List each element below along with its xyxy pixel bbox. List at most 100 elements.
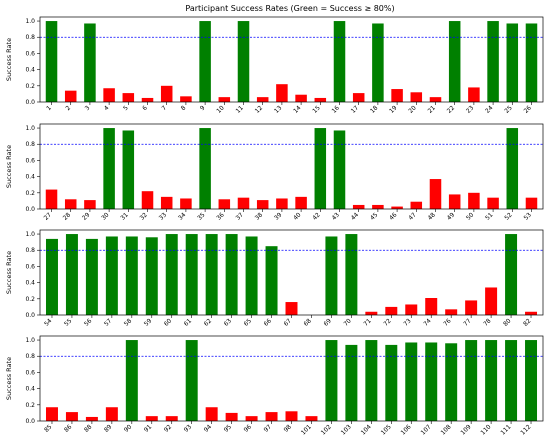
y-axis-label-panel3: Success Rate	[5, 251, 13, 294]
x-tick-label-panel1-25: 25	[503, 104, 513, 114]
bar-panel3-71	[365, 311, 378, 315]
x-tick-label-panel2-49: 49	[446, 211, 456, 221]
x-tick-label-panel3-69: 69	[322, 317, 332, 327]
bar-panel2-36	[218, 199, 231, 209]
y-tick-label-panel1-0.6: 0.6	[25, 50, 35, 57]
x-tick-label-panel2-36: 36	[215, 211, 225, 221]
bar-panel2-28	[64, 199, 77, 209]
x-tick-label-panel1-17: 17	[350, 104, 360, 114]
x-tick-label-panel1-2: 2	[64, 104, 72, 112]
x-tick-label-panel1-16: 16	[331, 104, 341, 114]
bar-panel2-43	[333, 130, 346, 209]
bar-panel3-72	[385, 306, 398, 315]
bar-panel3-82	[525, 311, 538, 315]
bar-panel4-89	[105, 407, 118, 421]
x-tick-label-panel4-89: 89	[103, 423, 113, 433]
bar-panel1-14	[295, 94, 307, 102]
y-tick-label-panel2-0.0: 0.0	[25, 206, 35, 213]
x-tick-label-panel4-108: 108	[440, 423, 453, 436]
y-tick-label-panel1-0.0: 0.0	[25, 99, 35, 106]
y-axis-label-panel1: Success Rate	[5, 38, 13, 81]
bar-panel4-108	[445, 343, 458, 421]
x-tick-label-panel2-42: 42	[311, 211, 321, 221]
bar-panel3-74	[425, 298, 438, 315]
bar-panel1-15	[314, 97, 327, 102]
bar-panel3-56	[85, 238, 98, 315]
y-tick-label-panel2-0.6: 0.6	[25, 157, 35, 164]
bar-panel1-25	[506, 23, 519, 103]
bar-panel2-42	[314, 128, 327, 209]
x-tick-label-panel2-31: 31	[119, 211, 129, 221]
y-axis-label-panel2: Success Rate	[5, 145, 13, 188]
x-tick-label-panel3-60: 60	[163, 317, 173, 327]
y-tick-label-panel4-0.2: 0.2	[25, 402, 35, 409]
axes-frame-panel1	[39, 16, 544, 103]
x-tick-label-panel3-77: 77	[462, 317, 472, 327]
bar-panel1-13	[276, 84, 288, 102]
bar-panel2-29	[84, 200, 96, 209]
x-tick-label-panel2-53: 53	[523, 211, 533, 221]
bar-panel3-60	[165, 234, 178, 315]
bar-panel1-7	[160, 85, 173, 102]
x-tick-label-panel4-105: 105	[380, 423, 393, 436]
bar-panel4-102	[325, 340, 338, 421]
bar-panel2-46	[391, 206, 403, 209]
y-tick-label-panel3-0.8: 0.8	[25, 247, 35, 254]
bar-panel3-67	[285, 302, 298, 315]
y-tick-label-panel3-1.0: 1.0	[25, 231, 35, 238]
bar-panel4-97	[265, 412, 278, 421]
bar-panel1-6	[141, 97, 154, 102]
bar-panel2-32	[141, 191, 154, 209]
bar-panel3-66	[265, 246, 278, 315]
x-tick-label-panel3-55: 55	[63, 317, 73, 327]
x-tick-label-panel4-97: 97	[263, 423, 273, 433]
bar-panel3-57	[105, 236, 118, 315]
x-tick-label-panel1-18: 18	[369, 104, 379, 114]
bar-panel1-8	[180, 96, 192, 102]
x-tick-label-panel4-90: 90	[123, 423, 133, 433]
x-tick-label-panel4-112: 112	[519, 423, 532, 436]
bar-panel3-59	[145, 237, 158, 315]
bar-panel4-112	[525, 340, 538, 421]
x-tick-label-panel1-6: 6	[141, 104, 149, 112]
y-axis-label-panel4: Success Rate	[5, 357, 13, 400]
bar-panel1-12	[256, 97, 269, 102]
x-tick-label-panel2-34: 34	[177, 211, 187, 221]
x-tick-label-panel2-44: 44	[350, 211, 360, 221]
x-tick-label-panel2-30: 30	[100, 211, 110, 221]
x-tick-label-panel2-33: 33	[158, 211, 168, 221]
bar-panel3-73	[405, 304, 418, 315]
x-tick-label-panel3-76: 76	[442, 317, 452, 327]
x-tick-label-panel1-19: 19	[388, 104, 398, 114]
x-tick-label-panel2-43: 43	[331, 211, 341, 221]
x-tick-label-panel1-7: 7	[160, 104, 168, 112]
bar-panel4-110	[485, 340, 498, 421]
bar-panel4-94	[205, 407, 218, 421]
y-tick-label-panel1-1.0: 1.0	[25, 18, 35, 25]
x-tick-label-panel3-78: 78	[482, 317, 492, 327]
x-tick-label-panel4-95: 95	[223, 423, 233, 433]
y-tick-label-panel1-0.2: 0.2	[25, 83, 35, 90]
x-tick-label-panel3-67: 67	[283, 317, 293, 327]
bar-panel1-2	[64, 90, 77, 102]
y-tick-label-panel3-0.6: 0.6	[25, 263, 35, 270]
bar-panel3-63	[225, 234, 238, 315]
x-tick-label-panel1-10: 10	[215, 104, 225, 114]
x-tick-label-panel4-107: 107	[420, 423, 433, 436]
x-tick-label-panel1-26: 26	[523, 104, 533, 114]
x-tick-label-panel1-24: 24	[484, 104, 494, 114]
y-tick-label-panel2-1.0: 1.0	[25, 125, 35, 132]
x-tick-label-panel1-13: 13	[273, 104, 283, 114]
x-tick-label-panel2-32: 32	[139, 211, 149, 221]
x-tick-label-panel1-23: 23	[465, 104, 475, 114]
x-tick-label-panel3-82: 82	[522, 317, 532, 327]
y-tick-label-panel1-0.4: 0.4	[25, 67, 35, 74]
bar-panel3-77	[465, 300, 478, 315]
x-tick-label-panel4-92: 92	[163, 423, 173, 433]
x-tick-label-panel2-28: 28	[62, 211, 72, 221]
bar-panel2-47	[410, 201, 423, 209]
bar-panel2-44	[352, 204, 365, 209]
x-tick-label-panel3-66: 66	[263, 317, 273, 327]
bar-panel2-48	[429, 179, 442, 209]
